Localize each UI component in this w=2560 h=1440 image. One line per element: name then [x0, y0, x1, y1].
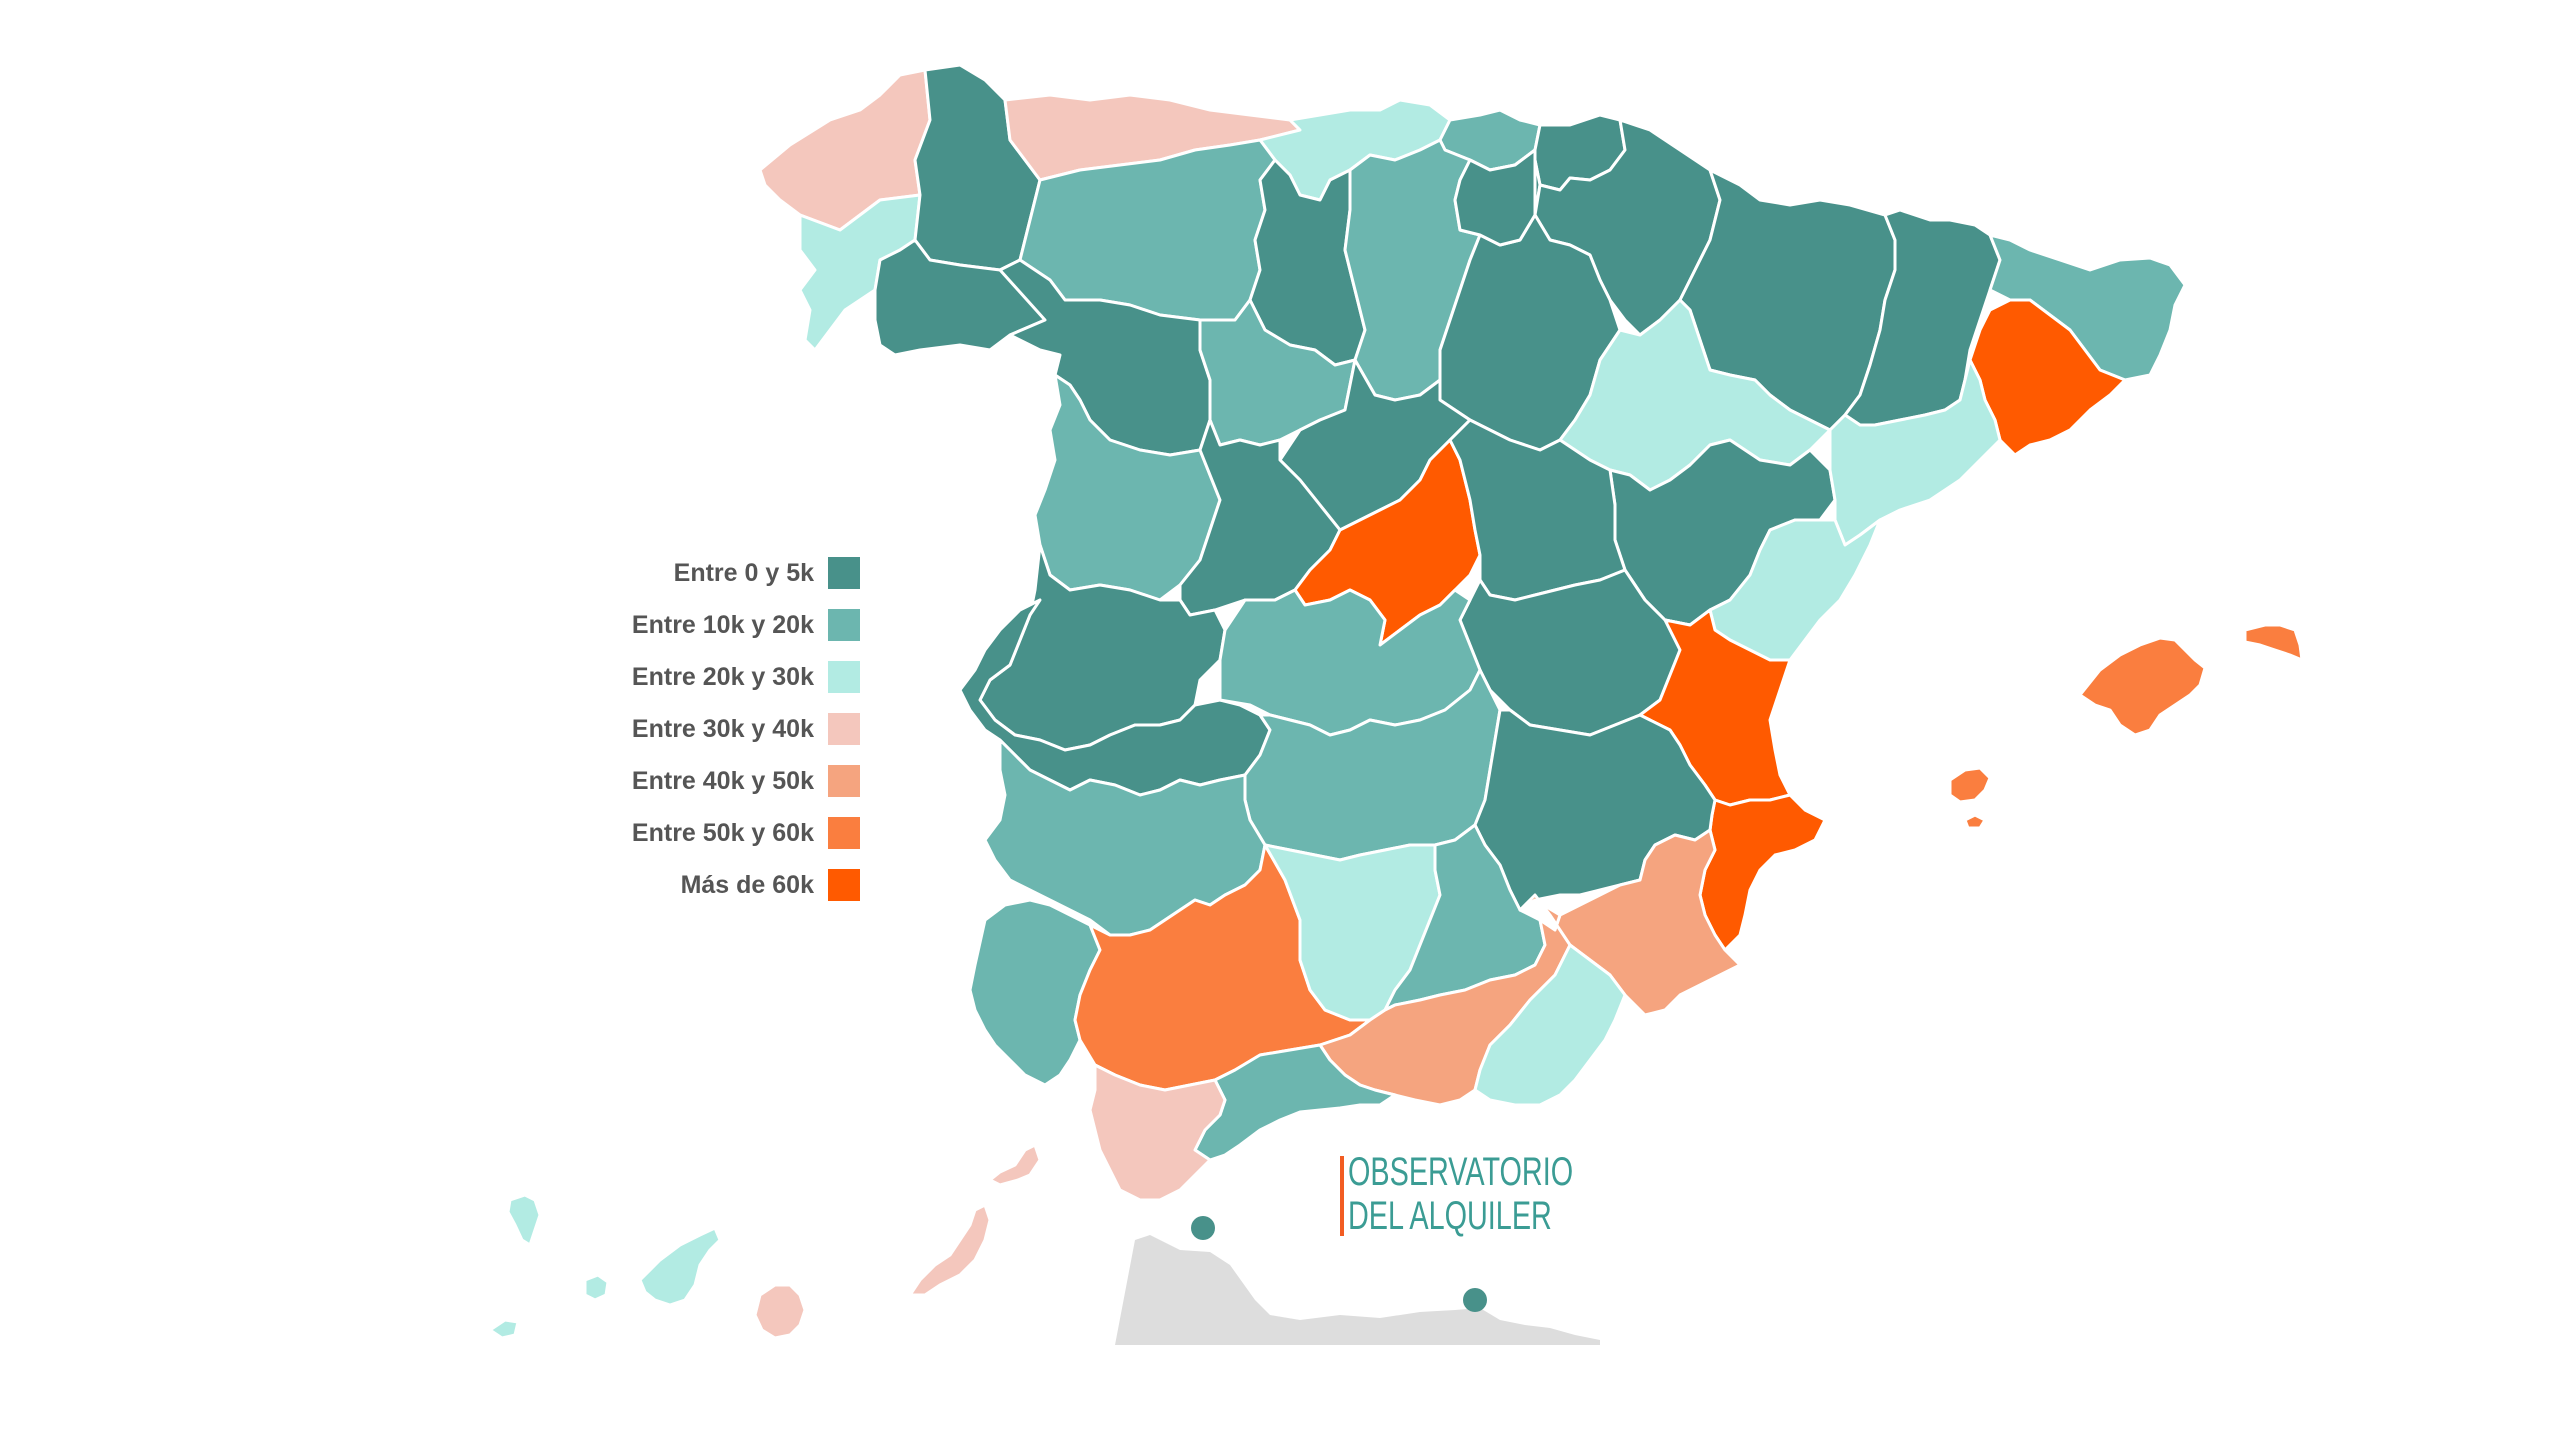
logo-accent-bar: [1340, 1156, 1344, 1236]
region-fuerteventura[interactable]: [908, 1203, 992, 1297]
legend-label: Entre 0 y 5k: [673, 558, 814, 587]
legend-item-50k-60k: Entre 50k y 60k: [632, 815, 860, 851]
legend-swatch: [828, 609, 860, 641]
legend-item-20k-30k: Entre 20k y 30k: [632, 659, 860, 695]
region-castellon[interactable]: [1708, 518, 1882, 662]
region-tenerife[interactable]: [638, 1226, 722, 1307]
legend-label: Entre 30k y 40k: [631, 714, 814, 743]
legend-item-30k-40k: Entre 30k y 40k: [632, 711, 860, 747]
region-cadiz-west-coast[interactable]: [968, 898, 1102, 1087]
legend-swatch: [828, 817, 860, 849]
legend-label: Entre 50k y 60k: [631, 818, 814, 847]
region-la-palma[interactable]: [506, 1193, 542, 1247]
region-la-gomera[interactable]: [583, 1273, 610, 1302]
region-ibiza[interactable]: [1948, 766, 1992, 804]
legend-swatch: [828, 557, 860, 589]
legend-item-10k-20k: Entre 10k y 20k: [632, 607, 860, 643]
logo-line-2: DEL ALQUILER: [1348, 1194, 1552, 1238]
region-cadiz[interactable]: [1088, 1063, 1227, 1202]
legend-label: Entre 20k y 30k: [631, 662, 814, 691]
region-pontevedra[interactable]: [798, 193, 922, 352]
melilla-marker[interactable]: [1463, 1288, 1487, 1312]
legend-item-40k-50k: Entre 40k y 50k: [632, 763, 860, 799]
legend-swatch: [828, 869, 860, 901]
north-africa-land: [1115, 1235, 1600, 1345]
region-la-rioja[interactable]: [1453, 148, 1537, 247]
observatorio-logo: OBSERVATORIO DEL ALQUILER: [1340, 1150, 1600, 1240]
ceuta-marker[interactable]: [1191, 1216, 1215, 1240]
legend-item-0-5k: Entre 0 y 5k: [674, 555, 860, 591]
region-gran-canaria[interactable]: [753, 1283, 807, 1340]
legend-swatch: [828, 713, 860, 745]
region-menorca[interactable]: [2243, 623, 2304, 662]
region-alicante[interactable]: [1698, 793, 1827, 952]
legend-label: Entre 40k y 50k: [631, 766, 814, 795]
region-lanzarote[interactable]: [988, 1143, 1042, 1187]
legend-swatch: [828, 765, 860, 797]
region-lugo[interactable]: [913, 63, 1042, 272]
region-mallorca[interactable]: [2078, 636, 2207, 737]
legend-swatch: [828, 661, 860, 693]
legend-label: Entre 10k y 20k: [631, 610, 814, 639]
region-formentera[interactable]: [1963, 813, 1987, 830]
legend-item-60k-plus: Más de 60k: [681, 867, 860, 903]
logo-line-1: OBSERVATORIO: [1348, 1150, 1574, 1194]
legend-label: Más de 60k: [680, 870, 814, 899]
region-almeria[interactable]: [1473, 943, 1627, 1107]
region-el-hierro[interactable]: [488, 1318, 520, 1340]
